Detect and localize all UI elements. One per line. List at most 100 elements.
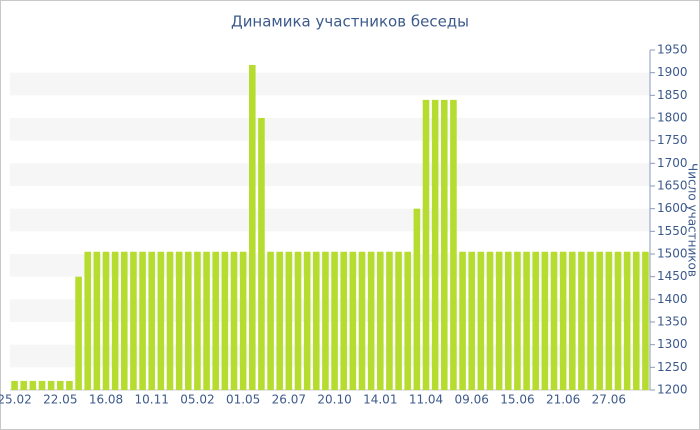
bar <box>166 251 174 390</box>
bar <box>459 251 466 390</box>
bar <box>477 251 485 390</box>
chart-title: Динамика участников беседы <box>231 13 469 31</box>
bar <box>93 251 101 390</box>
bar <box>559 251 567 390</box>
bar <box>248 64 256 391</box>
bar <box>495 251 503 390</box>
bar <box>148 251 156 390</box>
bar <box>605 251 613 390</box>
y-tick-label: 1950 <box>657 43 688 57</box>
bar <box>523 251 530 390</box>
bar <box>303 251 311 390</box>
bar <box>386 251 393 390</box>
bar <box>130 251 137 390</box>
bar <box>404 251 412 390</box>
bar <box>194 251 201 390</box>
y-tick-label: 1550 <box>657 224 688 238</box>
bar <box>322 251 329 390</box>
y-tick-label: 1300 <box>657 337 688 351</box>
bar <box>212 251 220 390</box>
y-tick-label: 1500 <box>657 247 688 261</box>
bar <box>312 251 320 390</box>
bar <box>486 251 494 390</box>
bar <box>413 208 421 390</box>
bar <box>632 251 640 390</box>
bar <box>422 99 430 390</box>
bar <box>111 251 119 390</box>
bar <box>376 251 384 390</box>
bar <box>578 251 585 390</box>
y-tick-label: 1600 <box>657 201 688 215</box>
grid-band <box>10 208 650 232</box>
bar <box>349 251 357 390</box>
bar <box>276 251 284 390</box>
bar <box>38 380 46 390</box>
y-tick-label: 1450 <box>657 269 688 283</box>
bar <box>450 99 457 390</box>
bar <box>358 251 366 390</box>
x-tick-label: 10.11 <box>135 393 169 407</box>
y-tick-label: 1650 <box>657 179 688 193</box>
bar <box>468 251 476 390</box>
x-tick-label: 05.02 <box>180 393 214 407</box>
x-tick-label: 15.06 <box>500 393 534 407</box>
y-tick-label: 1700 <box>657 156 688 170</box>
bar <box>184 251 192 390</box>
bar <box>239 251 247 390</box>
bar <box>550 251 558 390</box>
bar <box>294 251 302 390</box>
bar <box>66 380 73 390</box>
y-tick-label: 1200 <box>657 383 688 397</box>
x-tick-label: 14.01 <box>363 393 397 407</box>
bar <box>395 251 402 390</box>
bar <box>541 251 549 390</box>
y-tick-label: 1400 <box>657 292 688 306</box>
y-tick-label: 1350 <box>657 315 688 329</box>
bar <box>203 251 210 390</box>
bar <box>139 251 146 390</box>
bar <box>568 251 576 390</box>
x-tick-label: 16.08 <box>89 393 123 407</box>
y-axis-title: Число участников <box>686 163 700 277</box>
y-tick-label: 1800 <box>657 111 688 125</box>
bar <box>596 251 604 390</box>
bar <box>11 380 18 390</box>
bar <box>84 251 92 390</box>
bar <box>331 251 338 390</box>
x-tick-label: 26.07 <box>272 393 306 407</box>
bar <box>431 99 439 390</box>
bar <box>623 251 631 390</box>
x-tick-label: 22.05 <box>43 393 77 407</box>
bar <box>440 99 448 390</box>
bar <box>47 380 55 390</box>
grid-band <box>10 118 650 141</box>
x-tick-label: 09.06 <box>455 393 489 407</box>
bar <box>75 276 82 390</box>
bar <box>258 118 265 390</box>
x-tick-label: 25.02 <box>0 393 32 407</box>
bar <box>367 251 375 390</box>
bar <box>614 251 622 390</box>
bar <box>20 380 28 390</box>
bar <box>221 251 229 390</box>
bar <box>514 251 521 390</box>
x-tick-label: 20.10 <box>317 393 351 407</box>
y-tick-label: 1900 <box>657 65 688 79</box>
x-tick-label: 11.04 <box>409 393 443 407</box>
y-tick-label: 1750 <box>657 133 688 147</box>
bar <box>175 251 183 390</box>
bar <box>285 251 293 390</box>
bar <box>29 380 37 390</box>
x-tick-label: 21.06 <box>546 393 580 407</box>
grid-band <box>10 163 650 186</box>
bar <box>340 251 348 390</box>
grid-band <box>10 72 650 96</box>
bar <box>267 251 274 390</box>
y-tick-label: 1250 <box>657 360 688 374</box>
bar <box>56 380 64 390</box>
bar <box>642 251 649 390</box>
x-tick-label: 27.06 <box>592 393 626 407</box>
y-tick-label: 1850 <box>657 88 688 102</box>
x-tick-label: 01.05 <box>226 393 260 407</box>
